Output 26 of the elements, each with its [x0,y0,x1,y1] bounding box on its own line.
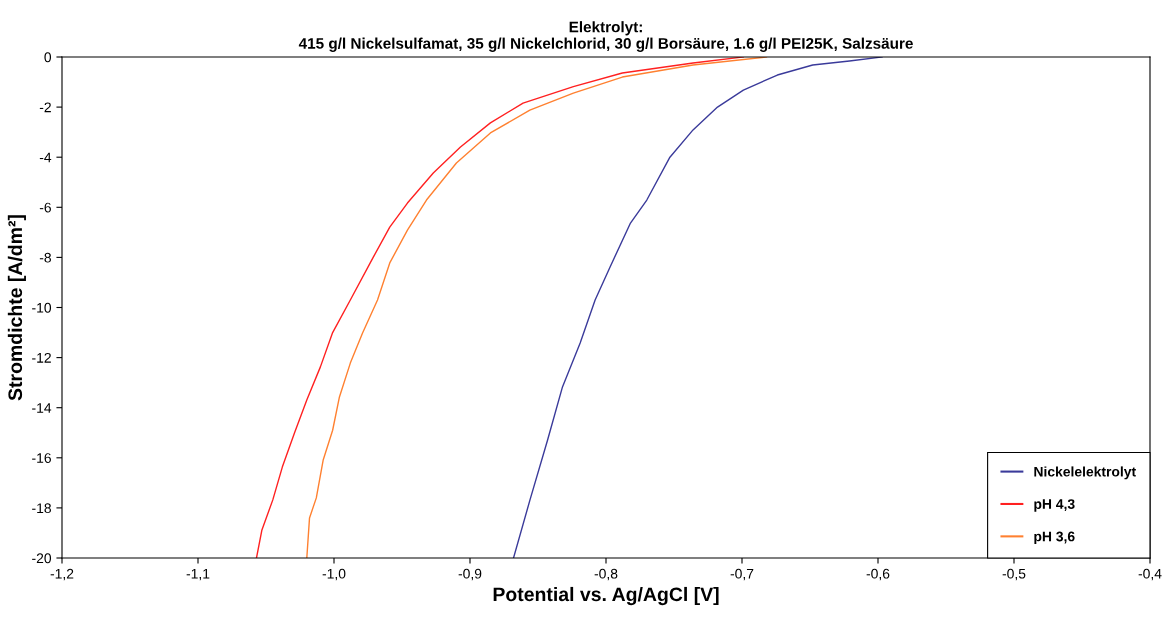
x-tick-label: -1,0 [322,568,346,581]
y-tick-label: -4 [39,152,52,163]
x-tick-label: -0,4 [1138,568,1162,581]
x-tick-label: -1,2 [50,568,74,581]
x-tick-label: -0,6 [866,568,890,581]
y-tick-label: -16 [32,453,51,463]
y-tick-label: -14 [32,403,52,413]
y-tick-label: 0 [44,52,52,63]
y-axis-title: Stromdichte [A/dm²] [7,215,26,401]
chart-title: Elektrolyt: 415 g/l Nickelsulfamat, 35 g/l Nickelchlorid, 30 g/l Borsäure, 1.6 g/l PEI25K, Salzsäure [298,21,913,52]
y-tick-label: -18 [32,503,51,514]
x-tick-label: -0,5 [1002,568,1026,581]
y-tick-label: -12 [32,352,51,363]
x-tick-label: -0,7 [730,568,754,581]
x-tick-label: -0,9 [458,568,482,581]
x-tick-label: -0,8 [594,568,618,581]
y-tick-label: -8 [39,252,51,263]
x-axis-title: Potential vs. Ag/AgCl [V] [493,586,719,606]
y-tick-label: -10 [32,302,52,313]
x-tick-label: -1,1 [186,568,210,581]
y-tick-label: -6 [39,202,51,213]
y-tick-label: -20 [32,553,52,564]
y-tick-label: -2 [39,102,51,113]
legend-label: Nickelelektrolyt [1034,466,1136,480]
legend-label: pH 4,3 [1034,499,1075,512]
legend-label: pH 3,6 [1034,531,1075,545]
